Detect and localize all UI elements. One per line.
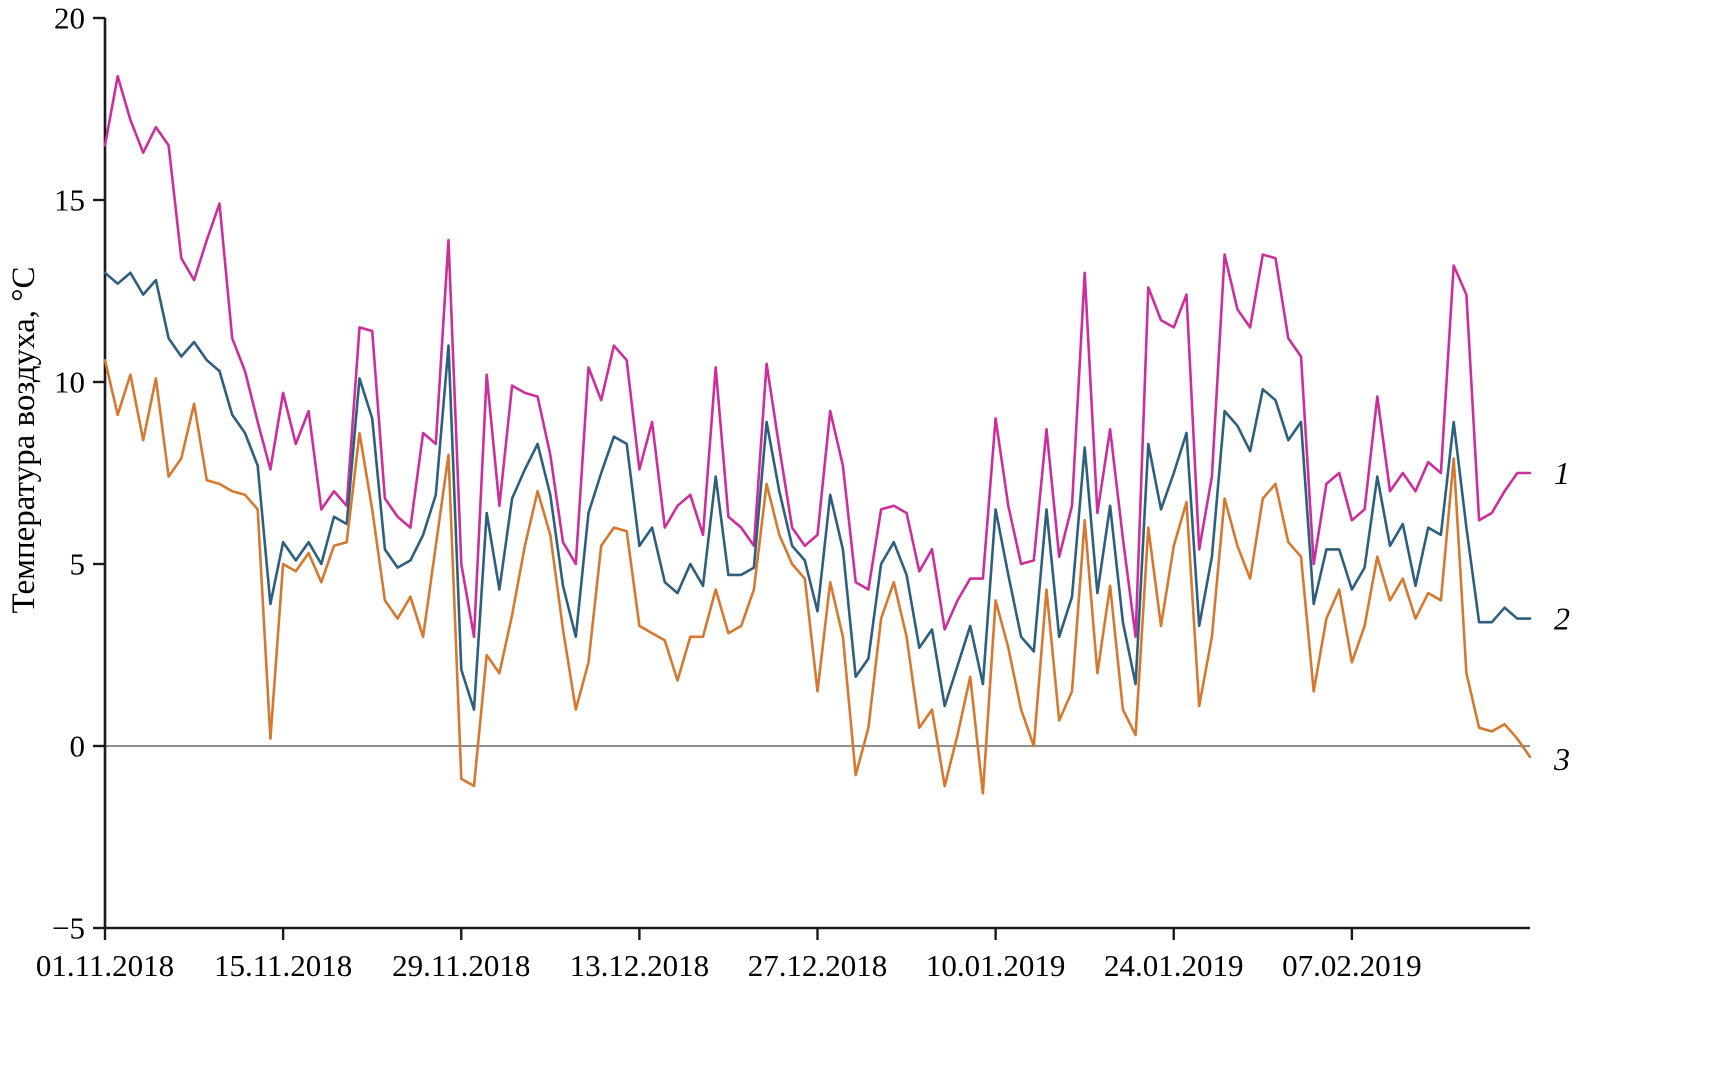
y-axis-title: Температура воздуха, °C — [6, 267, 42, 614]
series-end-label-3: 3 — [1553, 741, 1570, 777]
series-line-3 — [103, 358, 1532, 795]
series-line-1 — [103, 74, 1532, 639]
y-tick-label: 10 — [54, 365, 85, 400]
series-line-2 — [103, 271, 1532, 711]
y-tick-label: 0 — [70, 729, 86, 764]
y-tick-label: 15 — [54, 183, 85, 218]
x-tick-label: 07.02.2019 — [1282, 948, 1422, 983]
series-end-label-1: 1 — [1554, 455, 1570, 491]
axes — [103, 18, 1530, 930]
y-tick-label: −5 — [52, 911, 85, 946]
y-tick-label: 5 — [70, 547, 86, 582]
y-tick-label: 20 — [54, 1, 85, 36]
x-tick-label: 24.01.2019 — [1104, 948, 1244, 983]
series-end-label-2: 2 — [1554, 601, 1570, 637]
x-tick-label: 13.12.2018 — [570, 948, 710, 983]
x-tick-label: 10.01.2019 — [926, 948, 1066, 983]
x-tick-label: 27.12.2018 — [748, 948, 888, 983]
x-tick-label: 15.11.2018 — [214, 948, 352, 983]
x-tick-label: 01.11.2018 — [36, 948, 174, 983]
x-tick-label: 29.11.2018 — [392, 948, 530, 983]
